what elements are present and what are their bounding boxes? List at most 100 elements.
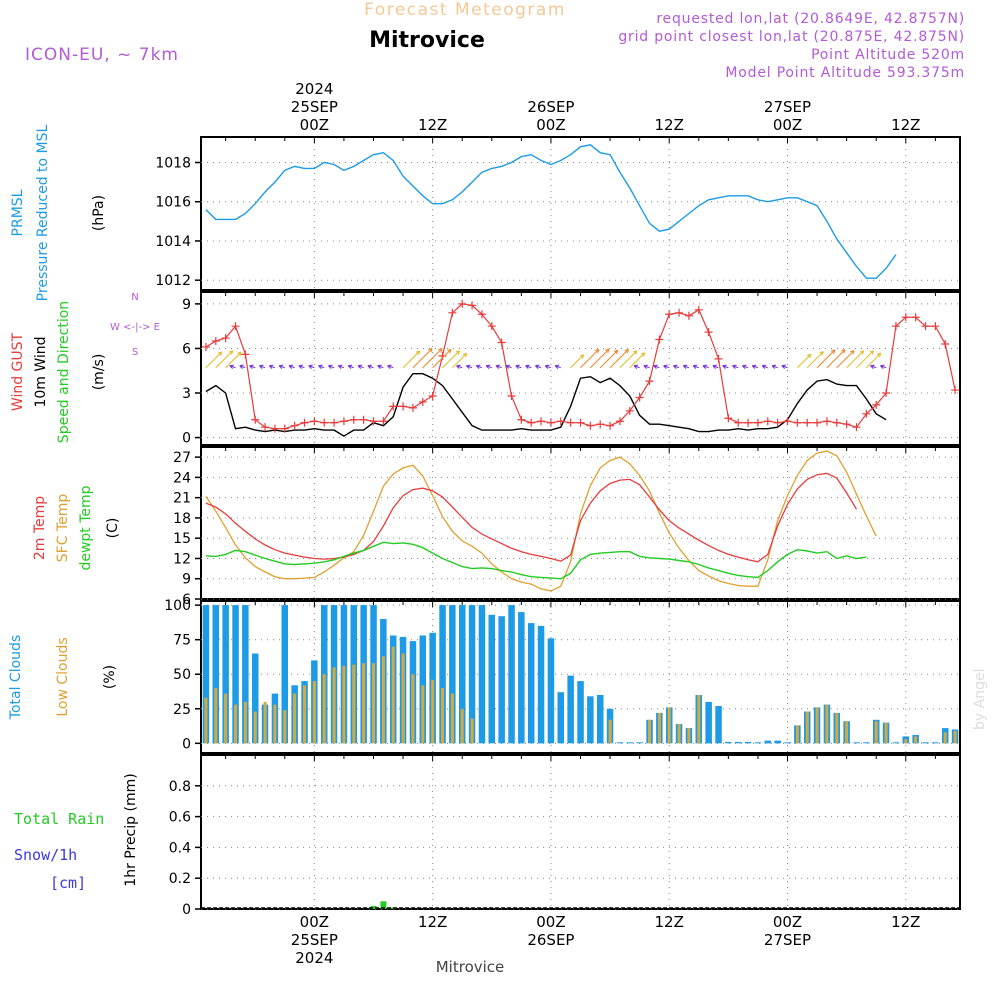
- low-cloud-bar: [421, 685, 425, 744]
- wind-arrow-head: [505, 364, 510, 370]
- gust-marker: [822, 417, 831, 426]
- gust-marker: [408, 403, 417, 412]
- low-cloud-bar: [805, 711, 809, 744]
- gust-label: Wind GUST: [10, 332, 26, 411]
- low-cloud-bar: [657, 712, 661, 744]
- gust-marker: [261, 423, 270, 432]
- wind-arrow-head: [387, 364, 392, 370]
- gust-marker: [418, 397, 427, 406]
- wind-arrow: [816, 349, 836, 369]
- wind-dir-label: Speed and Direction: [56, 301, 72, 443]
- wind-arrow-head: [328, 364, 333, 370]
- gust-marker: [793, 418, 802, 427]
- wind-arrow-head: [880, 364, 885, 370]
- gust-marker: [211, 337, 220, 346]
- gust-marker: [546, 418, 555, 427]
- low-cloud-bar: [372, 663, 375, 744]
- low-cloud-bar: [431, 679, 435, 744]
- low-cloud-bar: [815, 707, 819, 744]
- low-cloud-bar: [322, 674, 326, 744]
- low-cloud-bar: [914, 736, 918, 744]
- wind-arrow-head: [819, 351, 824, 356]
- wind-arrow: [806, 351, 824, 369]
- total-cloud-bar: [715, 706, 722, 744]
- bottom-time-label: 12Z: [891, 913, 920, 931]
- gust-marker: [901, 313, 910, 322]
- panel-5: 0 0.2 0.4 0.6 0.8: [169, 754, 961, 918]
- total-cloud-bar: [212, 605, 219, 744]
- wind-arrow-head: [870, 364, 875, 370]
- total-cloud-bar: [488, 614, 495, 744]
- total-cloud-bar: [321, 605, 328, 744]
- low-cloud-bar: [608, 719, 612, 744]
- wind-arrow: [570, 354, 585, 369]
- gust-marker: [606, 421, 615, 430]
- low-cloud-bar: [904, 739, 908, 744]
- low-cloud-bar: [943, 732, 947, 744]
- wind-arrow-head: [259, 364, 264, 370]
- low-cloud-bar: [835, 712, 839, 744]
- low-cloud-bar: [352, 664, 356, 744]
- wind-arrow: [836, 350, 855, 369]
- low-cloud-bar: [411, 674, 415, 744]
- gust-marker: [911, 313, 920, 322]
- bottom-time-label: 00Z: [773, 913, 802, 931]
- y-tick-label: 50: [173, 667, 191, 683]
- wind-arrow-head: [841, 349, 846, 354]
- total-cloud-bar: [636, 742, 643, 744]
- y-tick-label: 3: [182, 386, 191, 402]
- panel-frame: [200, 136, 961, 291]
- requested-coords: requested lon,lat (20.8649E, 42.8757N): [656, 11, 965, 27]
- total-cloud-bar: [252, 653, 259, 744]
- top-time-label: 12Z: [655, 116, 684, 134]
- model-label: ICON-EU, ~ 7km: [25, 45, 179, 65]
- low-cloud-bar: [697, 695, 701, 744]
- low-cloud-bar: [243, 701, 247, 744]
- temp-unit: (C): [105, 518, 121, 539]
- model-altitude: Model Point Altitude 593.375m: [725, 65, 965, 81]
- gust-marker: [280, 424, 289, 433]
- gust-marker: [941, 339, 950, 348]
- top-time-label: 25SEP: [291, 98, 338, 116]
- y-tick-label: 1014: [155, 234, 191, 250]
- gust-marker: [773, 418, 782, 427]
- gust-marker: [931, 322, 940, 331]
- total-cloud-bar: [468, 605, 476, 744]
- wind-arrow-head: [663, 364, 668, 370]
- gust-marker: [300, 418, 309, 427]
- gust-marker: [369, 417, 378, 426]
- wind-arrow: [826, 349, 846, 369]
- gust-marker: [655, 335, 664, 344]
- top-time-label: 12Z: [891, 116, 920, 134]
- low-cloud-bar: [874, 721, 878, 744]
- total-cloud-bar: [892, 742, 900, 744]
- low-cloud-bar: [470, 718, 474, 744]
- y-tick-label: 0.8: [169, 779, 191, 795]
- rain-label: Total Rain: [14, 810, 104, 828]
- low-cloud-bar: [204, 697, 208, 744]
- low-cloud-bar: [825, 704, 829, 744]
- bottom-time-label: 27SEP: [764, 931, 811, 949]
- wind-arrow-head: [876, 352, 882, 358]
- wind-unit: (m/s): [91, 354, 107, 391]
- low-cloud-bar: [450, 693, 454, 744]
- wind-arrow-head: [456, 364, 461, 370]
- wind-label: 10m Wind: [33, 336, 49, 407]
- total-cloud-bar: [281, 605, 288, 744]
- top-time-label: 27SEP: [764, 98, 811, 116]
- wind-arrow-head: [525, 364, 530, 370]
- precip-unit: 1hr Precip (mm): [123, 773, 139, 886]
- wind-arrow-head: [466, 364, 471, 370]
- wind-arrow-head: [288, 364, 294, 370]
- wind-arrow: [796, 353, 812, 369]
- low-cloud-bar: [648, 719, 651, 744]
- compass-we: W <-|-> E: [110, 322, 160, 333]
- wind-arrow: [589, 348, 610, 369]
- gust-marker: [241, 350, 250, 359]
- gust-marker: [527, 418, 536, 427]
- total-cloud-bar: [597, 695, 604, 744]
- wind-arrow-head: [850, 349, 855, 355]
- forecast-title: Forecast Meteogram: [364, 0, 566, 20]
- compass-n: N: [131, 292, 138, 303]
- gust-marker: [586, 421, 595, 430]
